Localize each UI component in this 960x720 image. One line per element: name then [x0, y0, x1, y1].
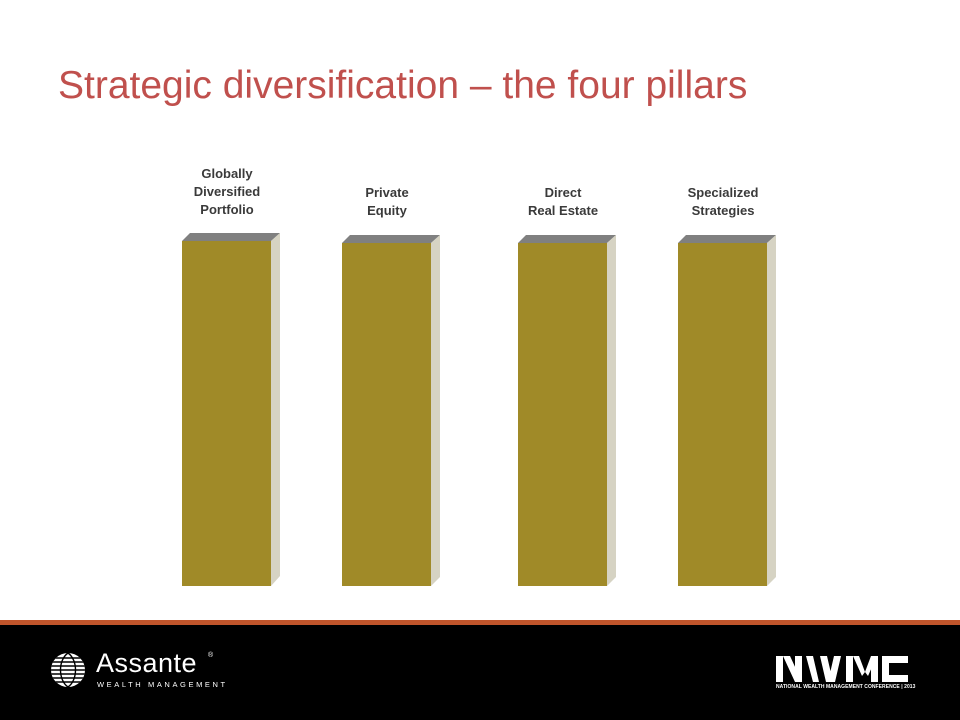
pillar-front-face [518, 243, 607, 586]
pillar-side-face [431, 235, 440, 586]
nwmc-wordmark [776, 656, 908, 682]
pillar-side-face [271, 233, 280, 586]
pillar-front-face [342, 243, 431, 586]
pillar-label: Direct Real Estate [527, 185, 599, 218]
assante-wordmark: Assante [96, 648, 198, 678]
pillar-label: Specialized Strategies [687, 185, 759, 218]
pillar-front-face [678, 243, 767, 586]
slide-title: Strategic diversification – the four pil… [58, 64, 748, 107]
nwmc-caption: NATIONAL WEALTH MANAGEMENT CONFERENCE | … [776, 684, 916, 690]
pillar-column [182, 233, 280, 586]
footer-divider [0, 620, 960, 625]
pillar-front-face [182, 241, 271, 586]
pillar-side-face [607, 235, 616, 586]
pillar-top-face [182, 233, 280, 241]
pillar-top-face [518, 235, 616, 243]
pillar-side-face [767, 235, 776, 586]
pillar-label: Private Equity [365, 185, 409, 218]
nwmc-logo: NATIONAL WEALTH MANAGEMENT CONFERENCE | … [776, 656, 916, 696]
assante-subtitle: WEALTH MANAGEMENT [97, 680, 228, 689]
pillar-top-face [342, 235, 440, 243]
pillar-label: Globally Diversified Portfolio [193, 166, 261, 217]
registered-mark: ® [208, 652, 214, 659]
globe-icon [51, 652, 85, 688]
pillar-top-face [678, 235, 776, 243]
pillar-column [518, 235, 616, 586]
pillar-column [678, 235, 776, 586]
pillar-column [342, 235, 440, 586]
